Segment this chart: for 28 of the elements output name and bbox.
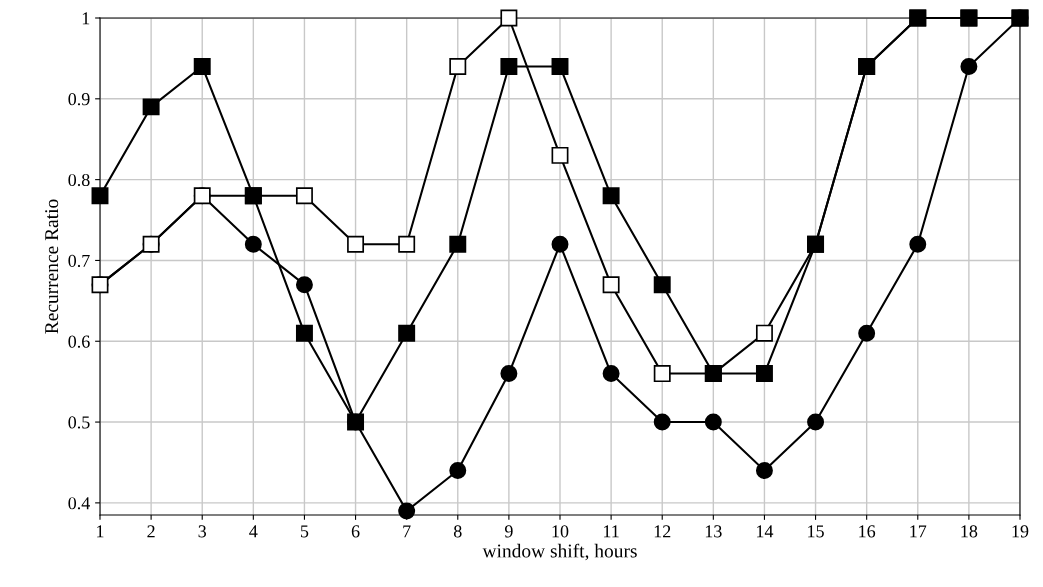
y-tick-label: 1 — [82, 12, 90, 25]
y-tick-label: 0.4 — [68, 497, 90, 510]
x-tick-label: 3 — [198, 525, 207, 538]
x-tick-label: 14 — [757, 525, 774, 538]
y-tick-label: 0.5 — [68, 416, 90, 429]
x-tick-label: 7 — [403, 525, 411, 538]
x-tick-label: 8 — [453, 525, 462, 538]
x-tick-label: 5 — [300, 525, 309, 538]
x-tick-label: 12 — [654, 525, 671, 538]
x-tick-label: 1 — [97, 525, 104, 538]
y-tick-label: 0.6 — [68, 335, 90, 348]
y-axis-title: Recurrence Ratio — [45, 199, 59, 334]
y-tick-label: 0.8 — [68, 173, 90, 187]
y-tick-label: 0.9 — [68, 93, 90, 106]
x-tick-label: 18 — [961, 525, 978, 538]
x-tick-label: 4 — [249, 525, 258, 538]
x-tick-label: 6 — [351, 525, 360, 538]
x-tick-label: 16 — [859, 525, 876, 538]
x-tick-label: 13 — [705, 525, 722, 538]
x-axis-title: window shift, hours — [482, 543, 637, 561]
x-tick-label: 9 — [504, 525, 513, 538]
x-tick-label: 17 — [910, 525, 927, 538]
x-tick-label: 15 — [808, 525, 824, 538]
x-tick-label: 19 — [1012, 525, 1029, 538]
x-tick-label: 2 — [147, 525, 155, 538]
x-tick-label: 10 — [552, 525, 569, 538]
y-tick-label: 0.7 — [68, 254, 90, 267]
x-tick-label: 11 — [604, 525, 619, 538]
